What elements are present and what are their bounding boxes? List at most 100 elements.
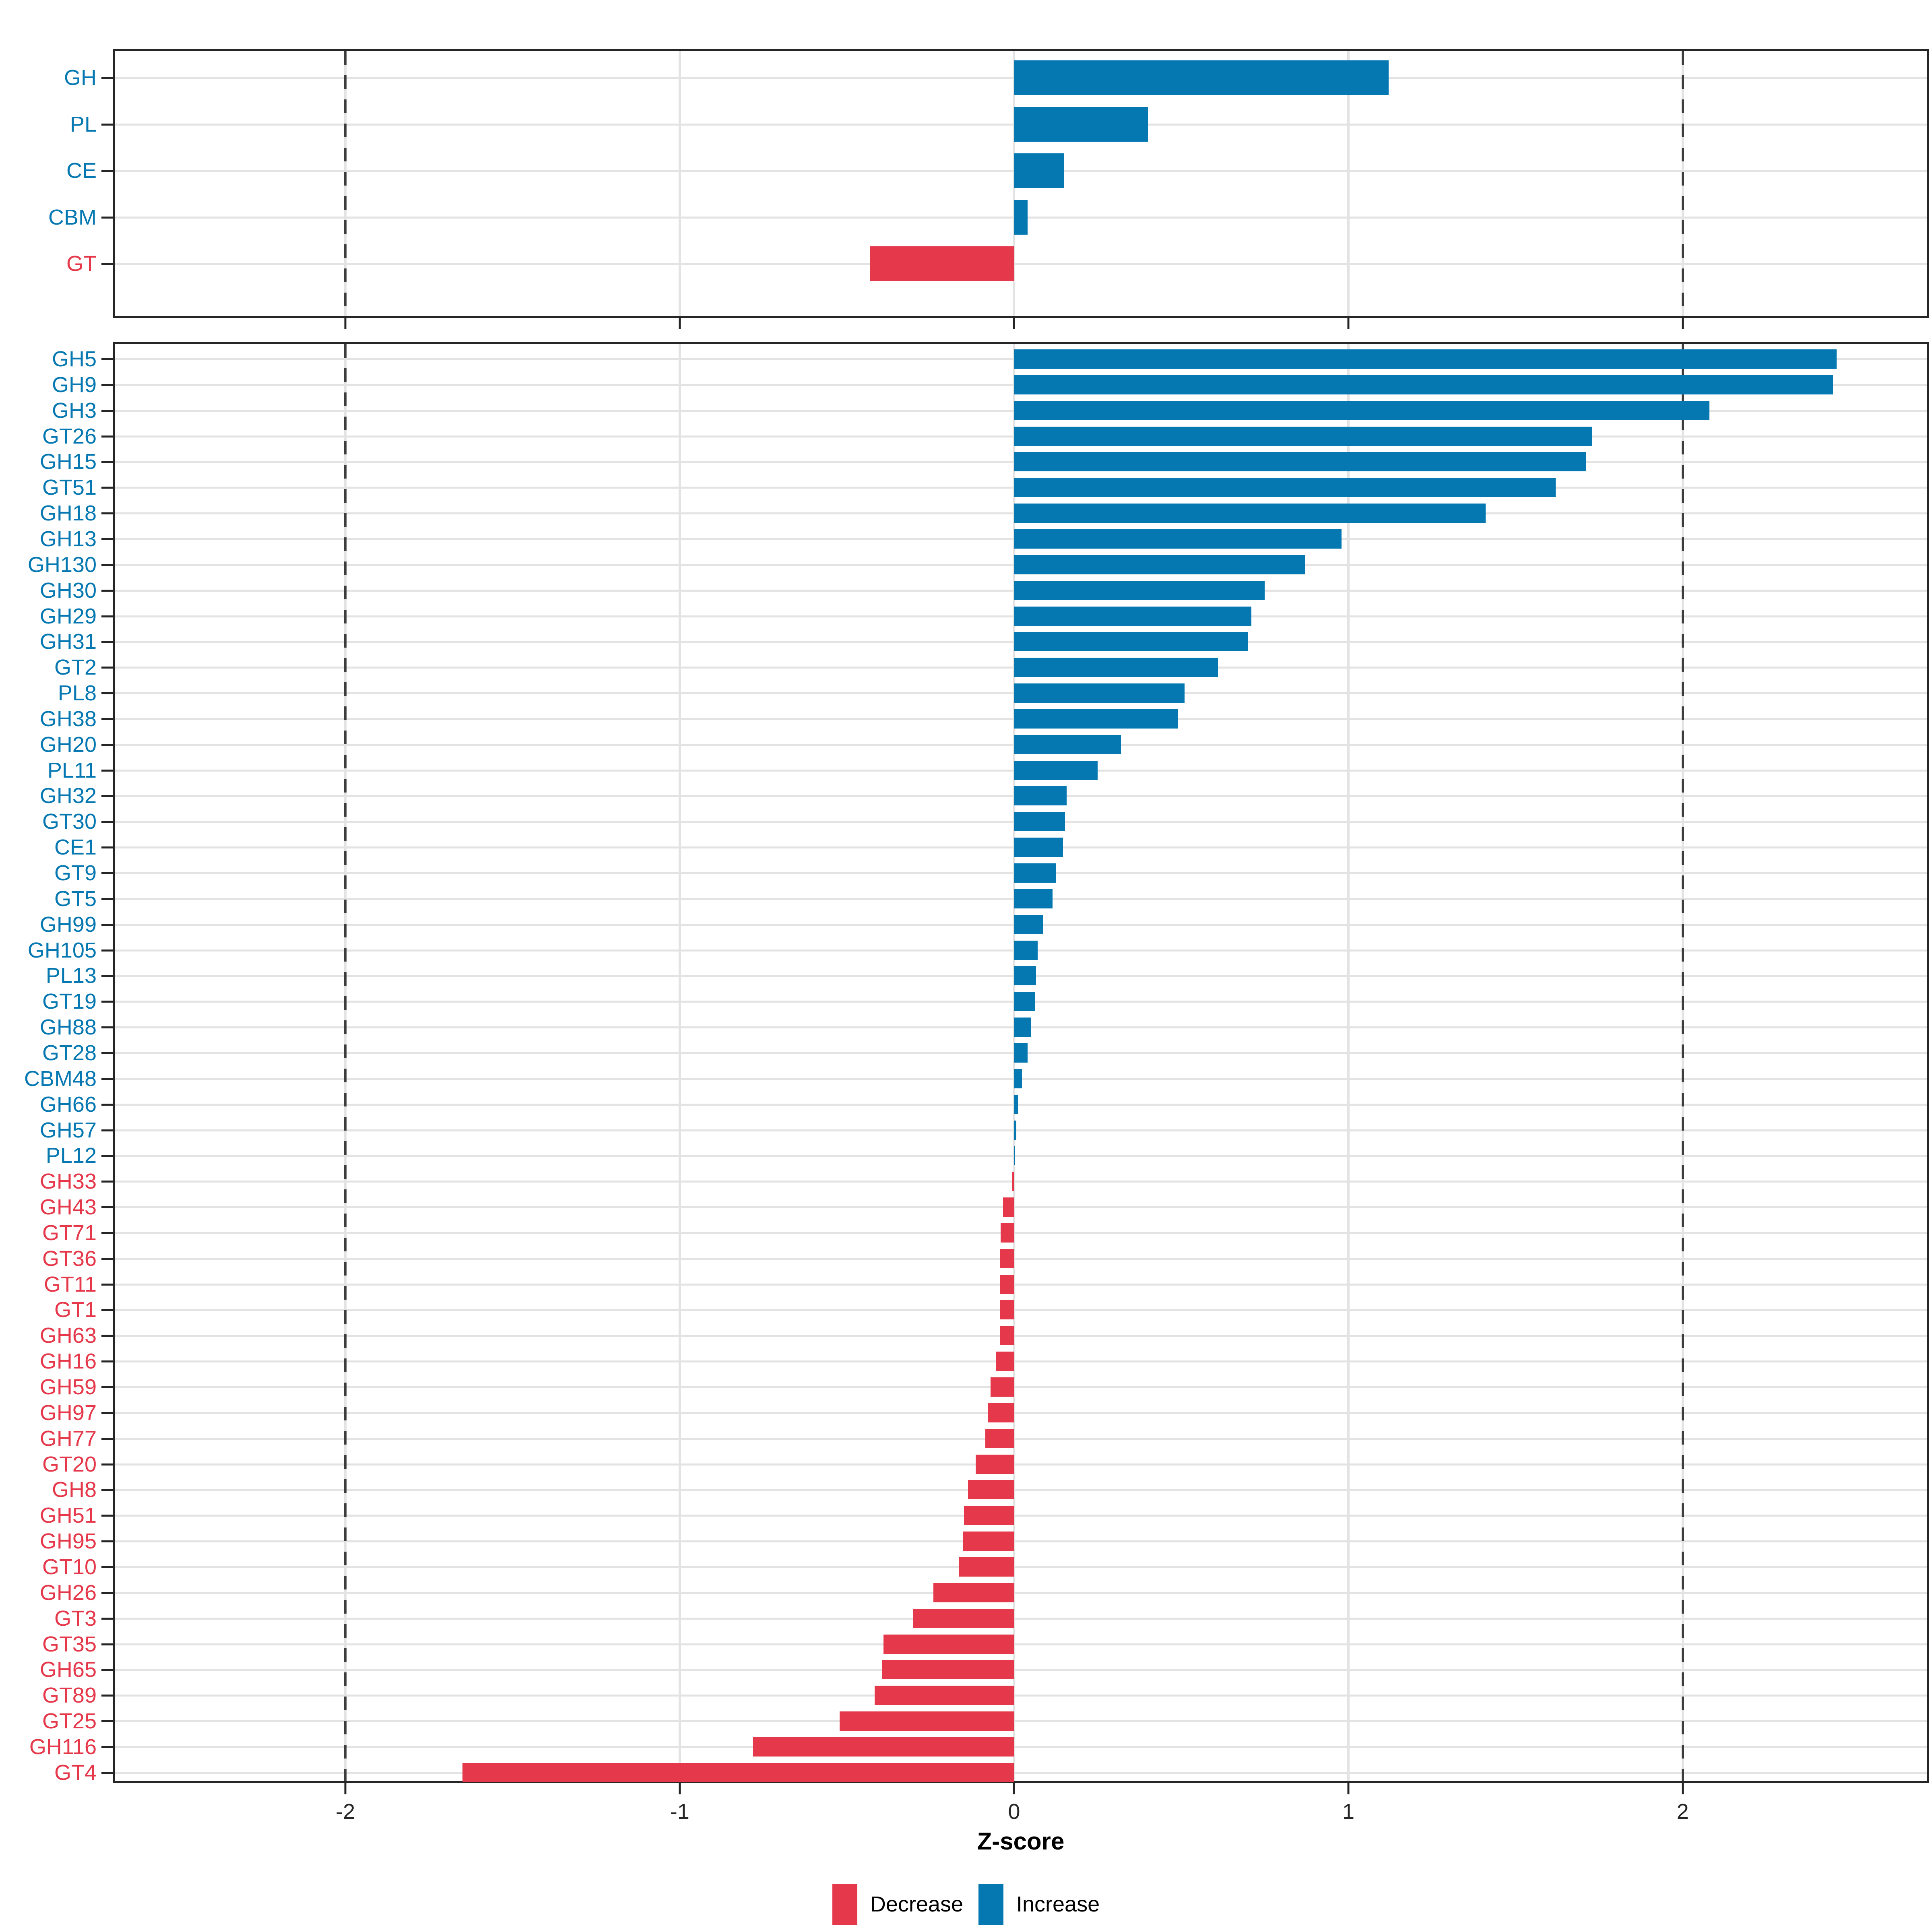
y-tick-label-GT19: GT19 (42, 989, 97, 1014)
dashed-guide--2 (344, 344, 347, 1781)
y-tick-label-GH59: GH59 (39, 1375, 97, 1399)
gridline-row-GH8 (115, 1489, 1927, 1491)
y-tick-label-GT: GT (66, 252, 97, 276)
y-tick-GT36 (101, 1257, 113, 1260)
y-tick-label-GH66: GH66 (39, 1092, 97, 1117)
y-tick-label-GH31: GH31 (39, 630, 97, 654)
bar-GT (870, 246, 1014, 281)
bar-GH33 (1012, 1172, 1014, 1191)
x-tick-0 (1013, 1783, 1015, 1794)
y-tick-label-GH116: GH116 (29, 1734, 97, 1759)
legend-item-decrease: Decrease (832, 1884, 963, 1925)
y-tick-label-GT71: GT71 (42, 1220, 97, 1245)
y-tick-label-CE1: CE1 (54, 835, 97, 860)
bar-GT36 (1000, 1249, 1014, 1268)
bar-GH26 (933, 1583, 1014, 1602)
y-tick-label-GT26: GT26 (42, 424, 97, 448)
y-tick-GH63 (101, 1335, 113, 1337)
gridline-row-GT3 (115, 1617, 1927, 1620)
y-tick-label-GH18: GH18 (39, 501, 97, 526)
gridline-row-GH59 (115, 1386, 1927, 1388)
gridline-x-1 (1347, 51, 1350, 316)
gridline-row-GH26 (115, 1591, 1927, 1594)
y-tick-label-GH95: GH95 (39, 1529, 97, 1554)
y-tick-label-PL8: PL8 (58, 681, 97, 706)
y-tick-GT (101, 263, 113, 265)
y-tick-GH95 (101, 1540, 113, 1543)
bar-GT9 (1014, 863, 1056, 883)
gridline-row-GH66 (115, 1103, 1927, 1106)
y-tick-label-GH88: GH88 (39, 1015, 97, 1040)
gridline-row-GH43 (115, 1206, 1927, 1209)
y-tick-GH59 (101, 1386, 113, 1388)
y-tick-label-GT3: GT3 (54, 1606, 97, 1631)
bar-GT35 (883, 1634, 1014, 1654)
y-tick-label-GT1: GT1 (54, 1298, 97, 1322)
y-tick-label-PL12: PL12 (45, 1144, 97, 1168)
y-tick-GT71 (101, 1232, 113, 1234)
x-tick-2 (1682, 318, 1684, 329)
x-tick--2 (344, 1783, 347, 1794)
y-tick-label-GH65: GH65 (39, 1657, 97, 1682)
y-tick-GH3 (101, 409, 113, 412)
bar-CBM48 (1014, 1069, 1022, 1088)
y-tick-label-GH105: GH105 (27, 938, 97, 962)
bar-GH3 (1014, 400, 1710, 420)
gridline-row-GH77 (115, 1437, 1927, 1440)
y-tick-GH57 (101, 1129, 113, 1131)
gridline-row-PL12 (115, 1155, 1927, 1157)
legend-label-decrease: Decrease (870, 1892, 963, 1916)
y-tick-label-GH32: GH32 (39, 784, 97, 808)
gridline-row-GT36 (115, 1257, 1927, 1260)
class-panel: GH PL CE CBM GT (48, 49, 1929, 329)
y-tick-label-GH9: GH9 (52, 372, 97, 397)
bar-GH63 (999, 1326, 1014, 1346)
gridline-x--1 (678, 51, 681, 316)
y-tick-label-GH33: GH33 (39, 1169, 97, 1194)
y-tick-GT35 (101, 1643, 113, 1645)
y-tick-GH (101, 77, 113, 79)
x-tick-2 (1682, 1783, 1684, 1794)
bar-GH43 (1003, 1197, 1014, 1217)
y-tick-GT2 (101, 667, 113, 669)
y-tick-GH5 (101, 358, 113, 360)
gridline-row-GT10 (115, 1566, 1927, 1568)
y-tick-label-GT28: GT28 (42, 1040, 97, 1065)
x-axis-label: Z-score (977, 1828, 1065, 1855)
y-tick-PL8 (101, 692, 113, 695)
y-tick-GH130 (101, 564, 113, 566)
bar-GT2 (1014, 658, 1218, 677)
y-tick-label-GH99: GH99 (39, 912, 97, 937)
y-tick-label-GT51: GT51 (42, 475, 97, 500)
bar-GT26 (1014, 426, 1593, 446)
y-tick-label-GT20: GT20 (42, 1452, 97, 1476)
y-tick-label-GT10: GT10 (42, 1554, 97, 1579)
bar-GH66 (1014, 1094, 1018, 1114)
y-tick-label-GH30: GH30 (39, 578, 97, 603)
y-tick-label-GT30: GT30 (42, 809, 97, 834)
y-tick-GH99 (101, 923, 113, 926)
bar-PL11 (1014, 760, 1098, 780)
y-tick-label-GT89: GT89 (42, 1683, 97, 1708)
bar-GH13 (1014, 529, 1342, 549)
y-tick-label-GH51: GH51 (39, 1503, 97, 1528)
x-tick-label--2: -2 (336, 1800, 355, 1824)
bar-PL (1014, 107, 1148, 142)
y-tick-label-GH: GH (64, 66, 97, 90)
y-tick-GH51 (101, 1515, 113, 1517)
bar-GH116 (753, 1737, 1014, 1757)
y-tick-GH18 (101, 512, 113, 515)
bar-GT89 (875, 1686, 1014, 1705)
gridline-row-GH95 (115, 1540, 1927, 1543)
bar-GH5 (1014, 349, 1837, 369)
y-tick-label-GH5: GH5 (52, 347, 97, 371)
y-tick-GH77 (101, 1437, 113, 1440)
bar-GH95 (963, 1532, 1014, 1551)
y-tick-GT25 (101, 1720, 113, 1723)
gridline-x-1 (1347, 344, 1350, 1781)
x-tick-label-0: 0 (1008, 1800, 1020, 1824)
y-tick-label-PL: PL (70, 112, 97, 136)
bar-GH18 (1014, 504, 1486, 523)
y-tick-label-GT2: GT2 (54, 655, 97, 680)
bar-GH8 (968, 1480, 1014, 1500)
